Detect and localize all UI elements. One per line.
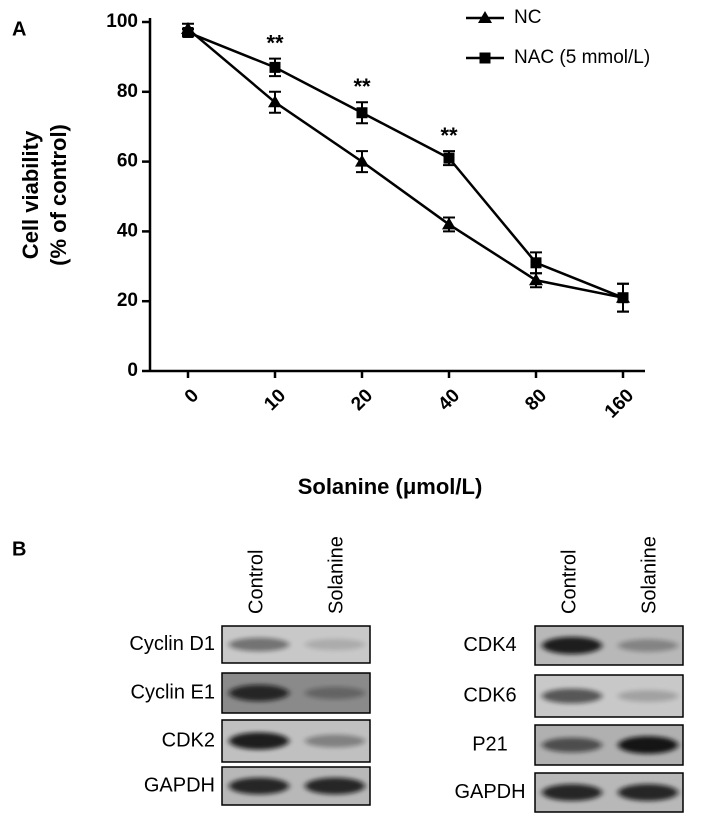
x-tick-label: 160	[601, 385, 638, 422]
panel-label: A	[12, 18, 26, 40]
legend-label: NAC (5 mmol/L)	[514, 47, 650, 68]
x-tick-label: 0	[181, 385, 203, 407]
significance: **	[353, 74, 371, 99]
y-tick-label: 0	[127, 360, 138, 381]
x-tick-label: 80	[521, 385, 551, 415]
blot-band	[542, 636, 602, 655]
row-label: GAPDH	[144, 774, 215, 796]
marker	[356, 107, 368, 119]
y-axis-label: (% of control)	[46, 124, 71, 266]
x-tick-label: 20	[347, 385, 377, 415]
significance: **	[266, 30, 284, 55]
blot-band	[618, 736, 678, 754]
row-label: CDK4	[463, 634, 516, 656]
blot-band	[542, 688, 602, 704]
blot-band	[229, 637, 289, 652]
blot-band	[542, 784, 602, 801]
panel-label: B	[12, 538, 26, 560]
column-header: Solanine	[325, 536, 347, 614]
marker	[617, 292, 629, 304]
marker	[268, 95, 282, 108]
significance: **	[440, 123, 458, 148]
blot-band	[305, 686, 365, 700]
y-axis-label: Cell viability	[18, 130, 43, 259]
row-label: GAPDH	[454, 781, 525, 803]
blot-band	[305, 777, 365, 795]
marker	[269, 61, 281, 73]
blot-band	[618, 784, 678, 801]
row-label: P21	[472, 733, 508, 755]
y-tick-label: 40	[117, 220, 138, 241]
y-tick-label: 80	[117, 81, 138, 102]
marker	[182, 26, 194, 38]
x-tick-label: 10	[260, 385, 290, 415]
blot-band	[229, 684, 289, 702]
blot-band	[305, 638, 365, 651]
marker	[355, 154, 369, 167]
line	[187, 28, 624, 299]
y-tick-label: 20	[117, 290, 138, 311]
marker	[479, 52, 491, 64]
row-label: Cyclin D1	[129, 633, 215, 655]
blot-band	[229, 777, 289, 795]
x-tick-label: 40	[434, 385, 464, 415]
column-header: Control	[558, 550, 580, 614]
y-tick-label: 100	[106, 11, 138, 32]
line	[187, 31, 624, 299]
marker	[530, 257, 542, 269]
blot-band	[305, 734, 365, 748]
marker	[442, 217, 456, 230]
x-axis-label: Solanine (μmol/L)	[298, 474, 483, 499]
row-label: CDK6	[463, 684, 516, 706]
column-header: Solanine	[638, 536, 660, 614]
blot-band	[229, 732, 289, 750]
y-tick-label: 60	[117, 151, 138, 172]
row-label: CDK2	[162, 729, 215, 751]
column-header: Control	[245, 550, 267, 614]
blot-band	[542, 737, 602, 753]
blot-band	[618, 690, 678, 702]
legend-label: NC	[514, 7, 541, 28]
blot-band	[618, 639, 678, 652]
marker	[443, 152, 455, 164]
marker	[478, 11, 492, 23]
row-label: Cyclin E1	[131, 681, 215, 703]
marker	[529, 273, 543, 286]
